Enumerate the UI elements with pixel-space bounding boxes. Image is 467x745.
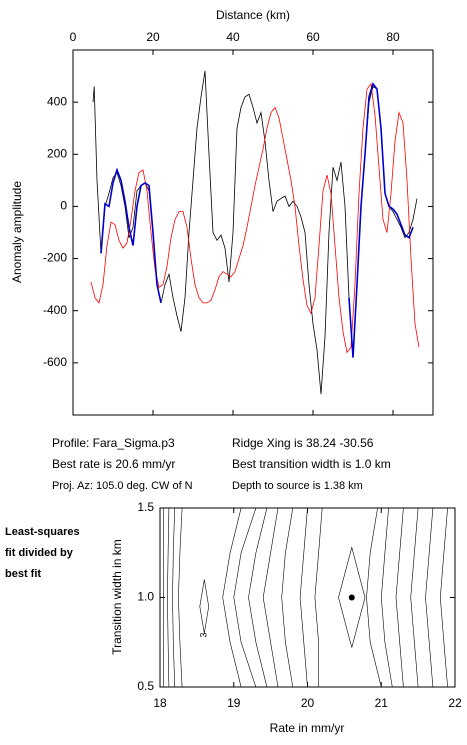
data-line — [100, 167, 162, 304]
x-tick-label: 20 — [146, 30, 160, 44]
contour-line — [199, 579, 210, 634]
contour-line — [410, 507, 419, 688]
contour-line — [299, 507, 308, 688]
x-axis-title: Rate in mm/yr — [270, 721, 345, 735]
contour-line — [167, 507, 170, 688]
y-tick-label: 0 — [60, 199, 67, 213]
x-tick-label: 40 — [226, 30, 240, 44]
x-tick-label: 80 — [386, 30, 400, 44]
x-tick-label: 21 — [375, 696, 389, 710]
x-tick-label: 18 — [153, 696, 167, 710]
x-axis-title: Distance (km) — [216, 8, 290, 22]
y-tick-label: -600 — [43, 355, 67, 369]
data-line — [90, 82, 420, 354]
y-axis-title: Anomaly amplitude — [10, 181, 24, 283]
contour-line — [248, 507, 268, 688]
contour-line — [281, 507, 294, 688]
info-text: Profile: Fara_Sigma.p3 — [52, 436, 175, 450]
contour-line — [172, 507, 175, 688]
y-tick-label: -200 — [43, 251, 67, 265]
y-tick-label: 0.5 — [137, 679, 154, 693]
contour-line — [439, 507, 448, 688]
contour-line — [314, 507, 323, 687]
y-tick-label: 400 — [47, 94, 67, 108]
side-note: Least-squares — [5, 526, 80, 538]
x-tick-label: 0 — [70, 30, 77, 44]
contour-line — [178, 507, 183, 688]
contour-line — [262, 507, 279, 688]
y-tick-label: 1.0 — [137, 590, 154, 604]
info-text: Best rate is 20.6 mm/yr — [52, 457, 175, 471]
x-tick-label: 19 — [227, 696, 241, 710]
side-note: best fit — [5, 568, 41, 580]
contour-line — [425, 507, 434, 688]
x-tick-label: 20 — [301, 696, 315, 710]
contour-line — [380, 507, 393, 688]
contour-line — [222, 507, 242, 688]
info-text: Best transition width is 1.0 km — [232, 457, 391, 471]
contour-label: 3 — [199, 633, 209, 638]
plot-frame — [72, 49, 434, 416]
data-line — [92, 70, 418, 395]
y-tick-label: 200 — [47, 146, 67, 160]
y-axis-title: Transition width in km — [110, 539, 124, 655]
contour-line — [233, 507, 257, 688]
x-tick-label: 22 — [448, 696, 462, 710]
y-tick-label: -400 — [43, 303, 67, 317]
info-text: Proj. Az: 105.0 deg. CW of N — [52, 480, 193, 492]
contour-line — [366, 507, 382, 688]
info-text: Ridge Xing is 38.24 -30.56 — [232, 436, 374, 450]
contour-line — [338, 546, 366, 648]
side-note: fit divided by — [5, 547, 74, 559]
data-line — [348, 82, 414, 358]
y-tick-label: 1.5 — [137, 500, 154, 514]
contour-line — [395, 507, 404, 688]
best-fit-point — [348, 594, 355, 601]
info-text: Depth to source is 1.38 km — [232, 480, 363, 492]
x-tick-label: 60 — [306, 30, 320, 44]
